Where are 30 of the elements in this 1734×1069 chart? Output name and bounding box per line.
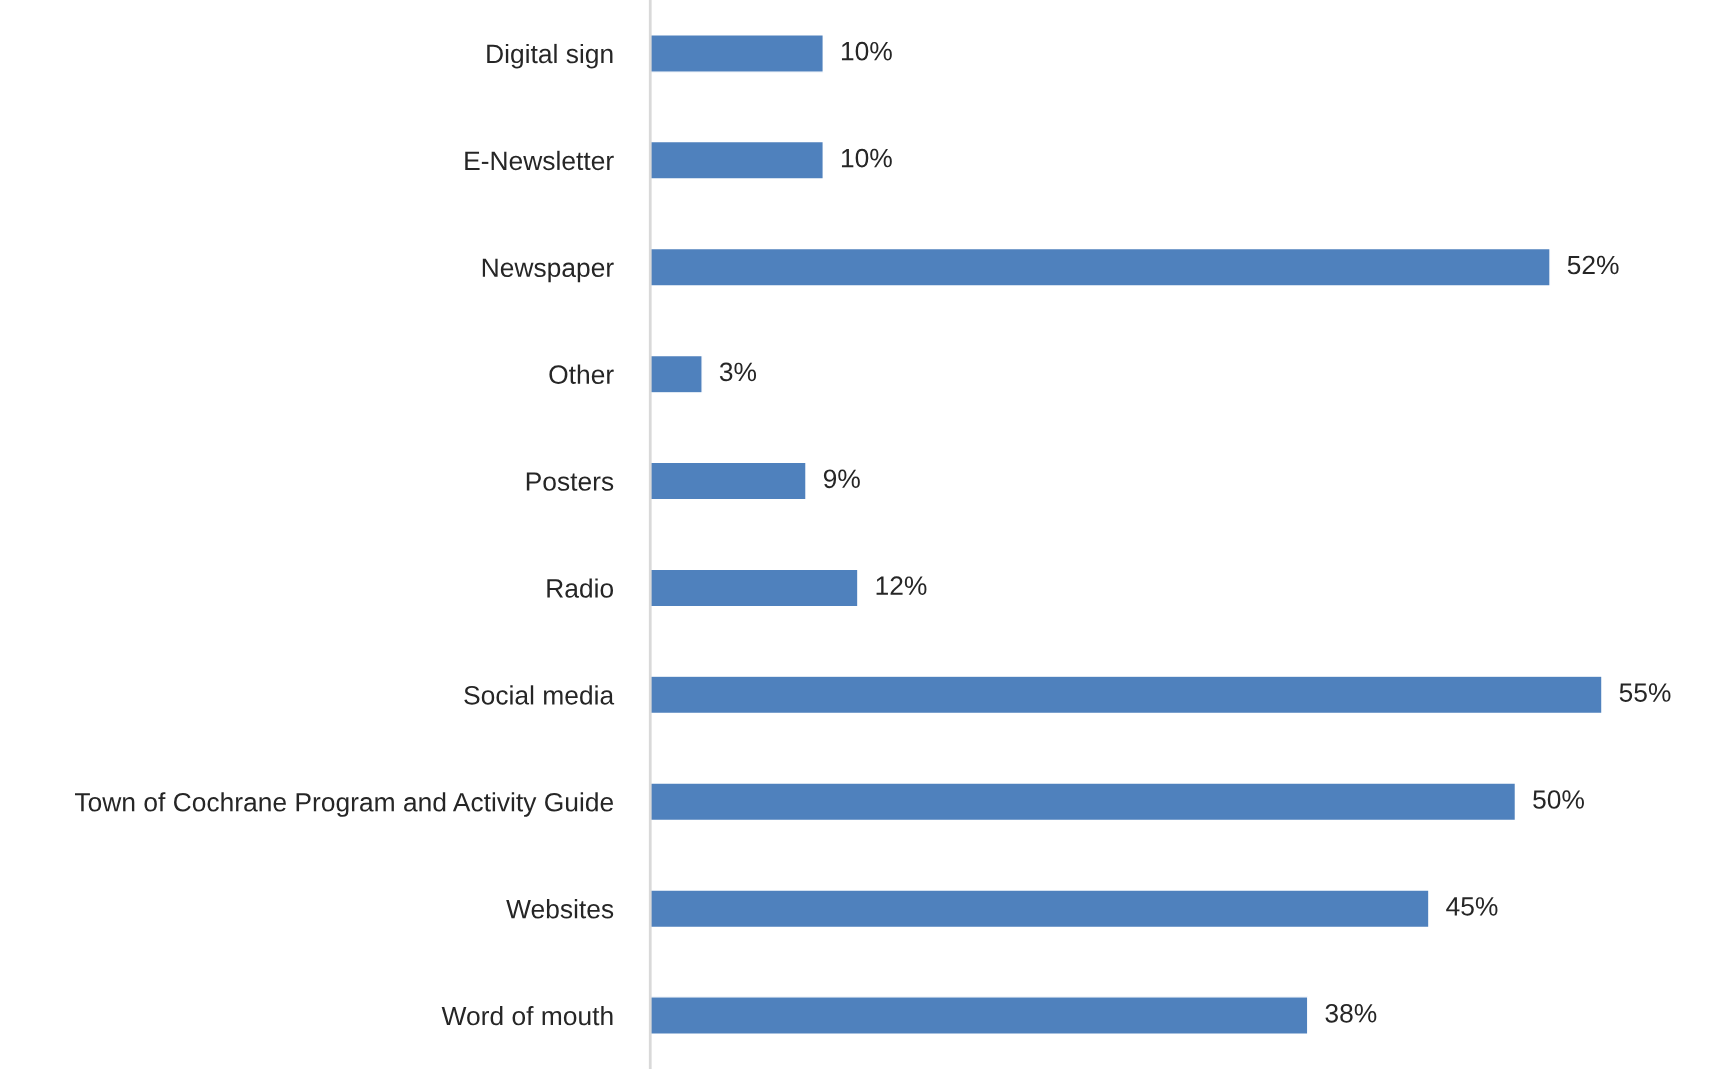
data-label: 9% (823, 469, 860, 489)
bar (650, 996, 1309, 1035)
bar (650, 34, 824, 73)
y-tick-label: Websites (506, 899, 614, 919)
data-label: 38% (1325, 1003, 1377, 1023)
data-label: 45% (1446, 897, 1498, 916)
y-tick-label: Town of Cochrane Program and Activity Guide (75, 792, 613, 817)
y-tick-label: Digital sign (487, 43, 613, 69)
y-tick-label: Newspaper (482, 258, 614, 283)
data-label: 50% (1533, 790, 1584, 809)
data-label: 12% (876, 576, 927, 595)
bar (650, 889, 1430, 929)
bar (650, 782, 1517, 822)
data-label: 10% (841, 148, 892, 168)
bar (650, 354, 703, 394)
y-tick-label: Word of mouth (441, 1005, 613, 1026)
y-tick-label: Radio (547, 578, 614, 598)
data-label: 52% (1567, 255, 1619, 275)
data-label: 3% (719, 362, 757, 382)
bar (650, 461, 807, 501)
bar (650, 247, 1551, 287)
y-tick-label: Other (549, 364, 614, 384)
y-tick-label: Posters (526, 472, 614, 491)
bar (650, 675, 1603, 715)
bar (650, 568, 859, 608)
y-tick-label: Social media (464, 685, 615, 705)
data-label: 55% (1619, 683, 1671, 702)
bar (650, 140, 824, 180)
data-label: 10% (841, 41, 892, 61)
y-tick-label: E-Newsletter (465, 150, 614, 171)
